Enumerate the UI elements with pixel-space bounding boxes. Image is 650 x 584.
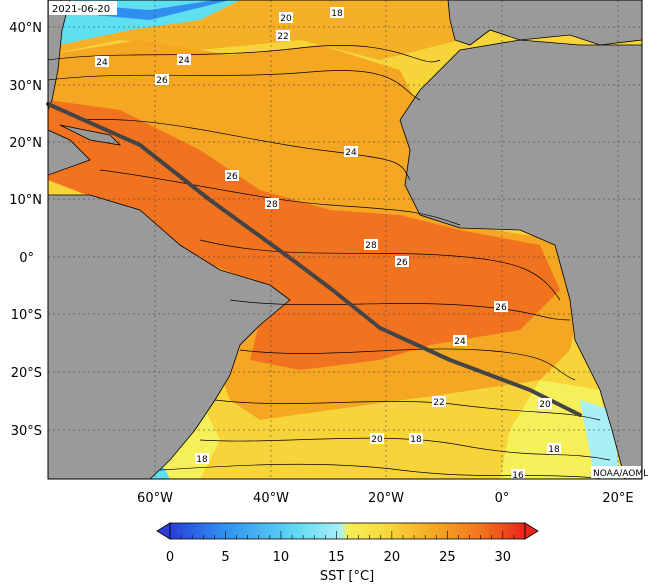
contour-label: 20 bbox=[538, 398, 552, 410]
svg-text:22: 22 bbox=[433, 398, 444, 408]
svg-text:18: 18 bbox=[196, 455, 208, 465]
contour-label-group: 20 18 22 24 24 26 26 24 28 28 26 26 24 2… bbox=[95, 7, 561, 481]
colorbar: 0 5 10 15 20 25 30 SST [°C] bbox=[156, 522, 539, 584]
svg-text:24: 24 bbox=[454, 337, 466, 347]
lat-label: 30°S bbox=[11, 424, 42, 439]
svg-text:2021-06-20: 2021-06-20 bbox=[52, 4, 110, 15]
colorbar-tick-label: 0 bbox=[166, 550, 174, 565]
svg-text:26: 26 bbox=[156, 76, 168, 86]
contour-label: 22 bbox=[276, 30, 290, 42]
svg-text:26: 26 bbox=[226, 172, 238, 182]
lon-label: 20°W bbox=[368, 491, 404, 506]
land-central-america bbox=[48, 129, 91, 176]
lat-label: 30°N bbox=[9, 79, 42, 94]
lat-label: 20°N bbox=[9, 136, 42, 151]
lat-label: 10°S bbox=[11, 308, 42, 323]
contour-label: 26 bbox=[494, 301, 508, 313]
lon-label: 0° bbox=[495, 491, 510, 506]
contour-label: 22 bbox=[432, 396, 446, 408]
lon-label: 20°E bbox=[602, 491, 633, 506]
svg-text:26: 26 bbox=[396, 258, 408, 268]
contour-label: 24 bbox=[177, 54, 191, 66]
contour-label: 18 bbox=[330, 7, 344, 19]
contour-label: 28 bbox=[364, 239, 378, 251]
colorbar-tick-label: 10 bbox=[273, 550, 290, 565]
svg-text:24: 24 bbox=[178, 56, 190, 66]
colorbar-tick-label: 5 bbox=[221, 550, 229, 565]
svg-text:24: 24 bbox=[345, 148, 357, 158]
contour-label: 20 bbox=[370, 433, 384, 445]
date-label: 2021-06-20 bbox=[49, 1, 117, 15]
colorbar-tick-label: 20 bbox=[384, 550, 401, 565]
svg-text:20: 20 bbox=[371, 435, 383, 445]
svg-text:18: 18 bbox=[410, 435, 422, 445]
contour-label: 24 bbox=[453, 335, 467, 347]
contour-label: 24 bbox=[344, 146, 358, 158]
colorbar-tick-label: 15 bbox=[328, 550, 345, 565]
lat-label: 40°N bbox=[9, 21, 42, 36]
svg-text:16: 16 bbox=[512, 471, 524, 481]
contour-label: 24 bbox=[95, 56, 109, 68]
land-africa bbox=[399, 39, 642, 479]
contour-label: 18 bbox=[195, 453, 209, 465]
lat-label: 20°S bbox=[11, 366, 42, 381]
land-south-america bbox=[48, 194, 291, 479]
contour-label: 28 bbox=[265, 198, 279, 210]
lon-label: 40°W bbox=[253, 491, 289, 506]
contour-label: 16 bbox=[511, 469, 525, 481]
lon-label: 60°W bbox=[137, 491, 173, 506]
credit-label: NOAA/AOML bbox=[591, 466, 648, 479]
svg-text:NOAA/AOML: NOAA/AOML bbox=[593, 469, 648, 479]
land-north-america bbox=[48, 0, 71, 111]
longitude-labels: 60°W 40°W 20°W 0° 20°E bbox=[137, 491, 634, 506]
svg-text:22: 22 bbox=[277, 32, 288, 42]
svg-text:18: 18 bbox=[548, 445, 560, 455]
colorbar-tick-label: 25 bbox=[439, 550, 456, 565]
cruise-track-line bbox=[46, 102, 582, 417]
colorbar-tick-label: 30 bbox=[495, 550, 512, 565]
svg-text:24: 24 bbox=[96, 58, 108, 68]
contour-label: 20 bbox=[279, 12, 293, 24]
svg-text:28: 28 bbox=[266, 200, 278, 210]
graticule bbox=[48, 0, 642, 479]
svg-text:18: 18 bbox=[331, 9, 343, 19]
land-masses bbox=[48, 0, 642, 479]
contour-label: 26 bbox=[225, 170, 239, 182]
lat-label: 10°N bbox=[9, 193, 42, 208]
map-frame bbox=[47, 0, 643, 480]
svg-text:26: 26 bbox=[495, 303, 507, 313]
svg-text:28: 28 bbox=[365, 241, 377, 251]
svg-text:20: 20 bbox=[280, 14, 292, 24]
svg-text:20: 20 bbox=[539, 400, 551, 410]
contour-label: 26 bbox=[395, 256, 409, 268]
lat-label: 0° bbox=[19, 251, 34, 266]
colorbar-title: SST [°C] bbox=[320, 569, 374, 584]
latitude-labels: 40°N 30°N 20°N 10°N 0° 10°S 20°S 30°S bbox=[9, 21, 42, 439]
contour-label: 18 bbox=[409, 433, 423, 445]
contour-label: 26 bbox=[155, 74, 169, 86]
contour-label: 18 bbox=[547, 443, 561, 455]
